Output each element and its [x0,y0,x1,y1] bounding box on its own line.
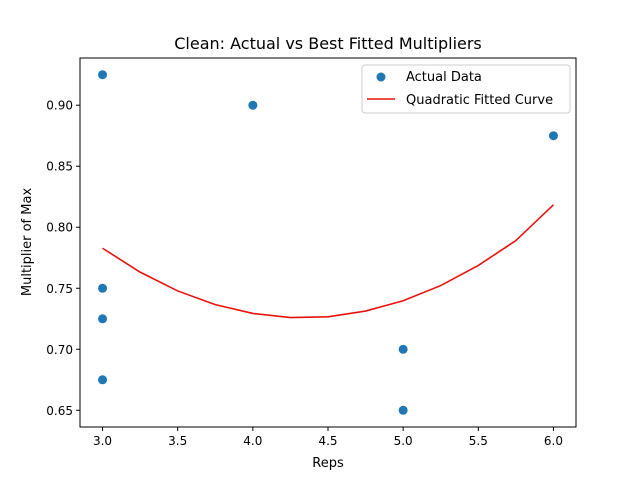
legend: Actual Data Quadratic Fitted Curve [361,64,571,114]
data-point [98,375,108,385]
x-tick-label: 3.5 [168,434,187,448]
legend-label-actual-data: Actual Data [406,70,482,85]
y-axis: 0.65 0.70 0.75 0.80 0.85 0.90 [46,99,80,418]
y-tick-label: 0.75 [46,282,73,296]
x-tick-label: 5.5 [469,434,488,448]
x-axis-label: Reps [312,456,344,471]
x-axis: 3.0 3.5 4.0 4.5 5.0 5.5 6.0 [93,427,563,448]
legend-marker-actual-data [376,72,386,82]
curve-layer [102,204,555,319]
data-point [98,283,108,293]
legend-box [361,64,571,114]
legend-label-fitted-curve: Quadratic Fitted Curve [406,93,553,108]
x-tick-label: 5.0 [394,434,413,448]
y-tick-label: 0.90 [46,99,73,113]
plot-area [80,58,576,427]
data-point [98,70,108,80]
y-axis-label: Multiplier of Max [20,188,35,297]
points-layer [98,70,558,415]
x-tick-label: 3.0 [93,434,112,448]
data-point [398,344,408,354]
fitted-curve-line [102,204,555,319]
chart-title: Clean: Actual vs Best Fitted Multipliers [174,34,482,53]
y-tick-label: 0.80 [46,221,73,235]
y-tick-label: 0.85 [46,160,73,174]
data-point [548,131,558,141]
data-point [248,100,258,110]
y-tick-label: 0.70 [46,343,73,357]
x-tick-label: 4.0 [243,434,262,448]
data-point [98,314,108,324]
y-tick-label: 0.65 [46,404,73,418]
data-point [398,405,408,415]
x-tick-label: 4.5 [318,434,337,448]
x-tick-label: 6.0 [544,434,563,448]
